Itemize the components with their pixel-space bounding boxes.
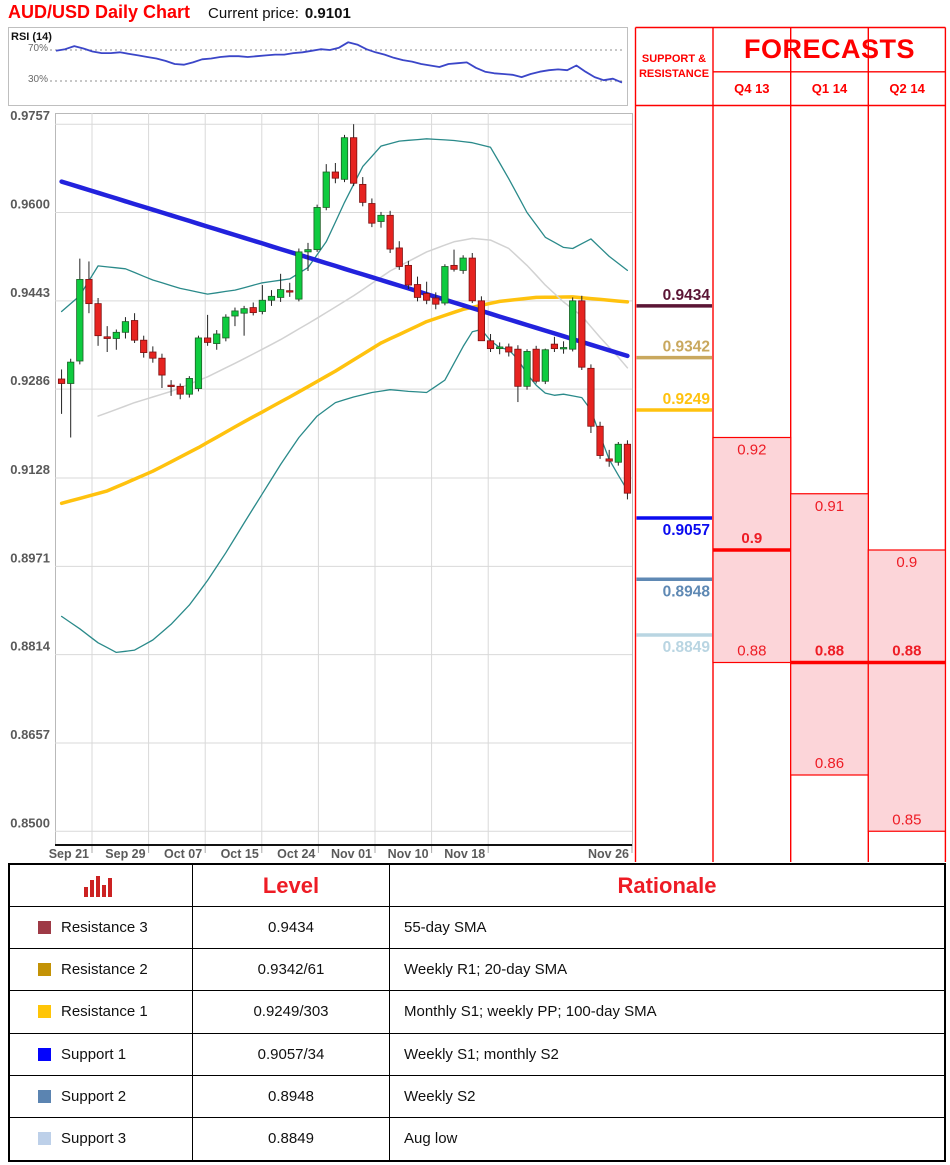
level-rationale: Weekly S2 xyxy=(390,1075,944,1118)
level-name: Support 1 xyxy=(61,1045,127,1063)
svg-text:Oct 15: Oct 15 xyxy=(221,847,259,861)
svg-text:0.9128: 0.9128 xyxy=(10,462,50,477)
level-value: 0.9057/34 xyxy=(193,1033,390,1076)
bar-chart-icon xyxy=(84,875,112,897)
current-price: Current price: 0.9101 xyxy=(208,5,351,23)
level-name: Resistance 2 xyxy=(61,961,148,979)
chart-grid: 0.9757 0.9600 0.9443 0.9286 0.9128 0.8971 0.88… xyxy=(10,108,633,861)
level-rationale: Weekly S1; monthly S2 xyxy=(390,1033,944,1076)
level-name: Support 3 xyxy=(61,1130,127,1148)
svg-text:Nov 10: Nov 10 xyxy=(388,847,429,861)
level-rationale: Aug low xyxy=(390,1117,944,1160)
level-color-swatch xyxy=(38,921,51,935)
table-row-label: Support 2 xyxy=(10,1075,193,1118)
chart-header: AUD/USD Daily Chart Current price: 0.9101 xyxy=(8,2,351,23)
table-header-level: Level xyxy=(193,865,390,908)
current-price-label: Current price: xyxy=(208,5,299,22)
sr-label-0.9057: 0.9057 xyxy=(663,522,710,539)
level-color-swatch xyxy=(38,1132,51,1146)
level-rationale: 55-day SMA xyxy=(390,907,944,950)
svg-text:0.92: 0.92 xyxy=(737,442,766,459)
overlay-55-day SMA xyxy=(59,179,630,359)
rsi-indicator-label: RSI (14) xyxy=(11,31,52,43)
level-value: 0.8948 xyxy=(193,1075,390,1118)
level-color-swatch xyxy=(38,1005,51,1019)
current-price-value: 0.9101 xyxy=(304,5,351,22)
table-row-label: Resistance 3 xyxy=(10,907,193,950)
overlay-100-day SMA xyxy=(59,295,630,506)
svg-text:0.85: 0.85 xyxy=(892,811,921,828)
level-value: 0.8849 xyxy=(193,1117,390,1160)
support-resistance-levels: 0.9434 0.9342 0.9249 0.9057 0.8948 0.8849 xyxy=(636,287,712,656)
forecast-box-q2-14 xyxy=(867,549,946,832)
svg-text:0.9757: 0.9757 xyxy=(10,108,50,123)
sr-label-0.8849: 0.8849 xyxy=(663,639,711,656)
svg-text:0.88: 0.88 xyxy=(892,643,921,660)
page-title: AUD/USD Daily Chart xyxy=(8,2,191,22)
candles xyxy=(57,124,632,500)
level-rationale: Weekly R1; 20-day SMA xyxy=(390,949,944,992)
svg-text:Oct 07: Oct 07 xyxy=(164,847,202,861)
support-resistance-header: SUPPORT & RESISTANCE xyxy=(635,27,713,106)
level-name: Resistance 3 xyxy=(61,919,148,937)
level-value: 0.9249/303 xyxy=(193,991,390,1034)
table-header-rationale: Rationale xyxy=(390,865,944,908)
rsi-panel xyxy=(8,27,628,106)
level-name: Support 2 xyxy=(61,1087,127,1105)
rsi-70-label: 70% xyxy=(27,43,48,54)
forecast-col-q1-14: Q1 14 xyxy=(811,81,848,96)
sr-label-0.9434: 0.9434 xyxy=(663,287,711,304)
svg-text:0.9600: 0.9600 xyxy=(10,197,50,212)
svg-text:0.9443: 0.9443 xyxy=(10,285,50,300)
rsi-30-label: 30% xyxy=(27,74,48,85)
table-row-label: Resistance 2 xyxy=(10,949,193,992)
svg-text:0.8657: 0.8657 xyxy=(10,727,50,742)
svg-text:Sep 21: Sep 21 xyxy=(49,847,89,861)
svg-text:Oct 24: Oct 24 xyxy=(277,847,315,861)
svg-text:0.9286: 0.9286 xyxy=(10,373,50,388)
support-resistance-header-line2: RESISTANCE xyxy=(638,67,710,80)
svg-text:0.9: 0.9 xyxy=(741,530,762,547)
forecast-box-q1-14 xyxy=(790,493,869,776)
svg-text:0.88: 0.88 xyxy=(737,643,766,660)
table-header-icon-cell xyxy=(10,865,193,908)
table-row-label: Resistance 1 xyxy=(10,991,193,1034)
level-color-swatch xyxy=(38,1089,51,1103)
level-rationale: Monthly S1; weekly PP; 100-day SMA xyxy=(390,991,944,1034)
svg-text:0.8500: 0.8500 xyxy=(10,815,50,830)
level-value: 0.9342/61 xyxy=(193,949,390,992)
table-row-label: Support 1 xyxy=(10,1033,193,1076)
level-color-swatch xyxy=(38,1047,51,1061)
svg-text:Nov 18: Nov 18 xyxy=(444,847,485,861)
table-row-label: Support 3 xyxy=(10,1117,193,1160)
forecast-col-q4-13: Q4 13 xyxy=(734,81,770,96)
svg-text:0.91: 0.91 xyxy=(815,498,844,515)
support-resistance-header-line1: SUPPORT & xyxy=(641,52,707,65)
forecast-boxes: 0.92 0.9 0.88 0.91 0.88 0.86 0.9 0.88 0.85 xyxy=(712,436,946,832)
level-value: 0.9434 xyxy=(193,907,390,950)
svg-text:0.8971: 0.8971 xyxy=(10,550,50,565)
svg-text:Sep 29: Sep 29 xyxy=(105,847,145,861)
levels-table: Level Rationale Resistance 3 0.9434 55-day… xyxy=(8,863,946,1162)
svg-text:Nov 01: Nov 01 xyxy=(331,847,372,861)
svg-text:Nov 26: Nov 26 xyxy=(588,847,629,861)
sr-label-0.9249: 0.9249 xyxy=(663,391,711,408)
svg-text:0.86: 0.86 xyxy=(815,755,844,772)
sr-label-0.9342: 0.9342 xyxy=(663,339,710,356)
svg-text:0.8814: 0.8814 xyxy=(10,639,51,654)
svg-text:0.88: 0.88 xyxy=(815,643,844,660)
level-name: Resistance 1 xyxy=(61,1003,148,1021)
overlay-bollinger-upper xyxy=(60,138,629,313)
sr-label-0.8948: 0.8948 xyxy=(663,583,711,600)
svg-text:0.9: 0.9 xyxy=(896,554,917,571)
level-color-swatch xyxy=(38,963,51,977)
forecast-col-q2-14: Q2 14 xyxy=(889,81,925,96)
forecasts-title: FORECASTS xyxy=(743,34,915,64)
